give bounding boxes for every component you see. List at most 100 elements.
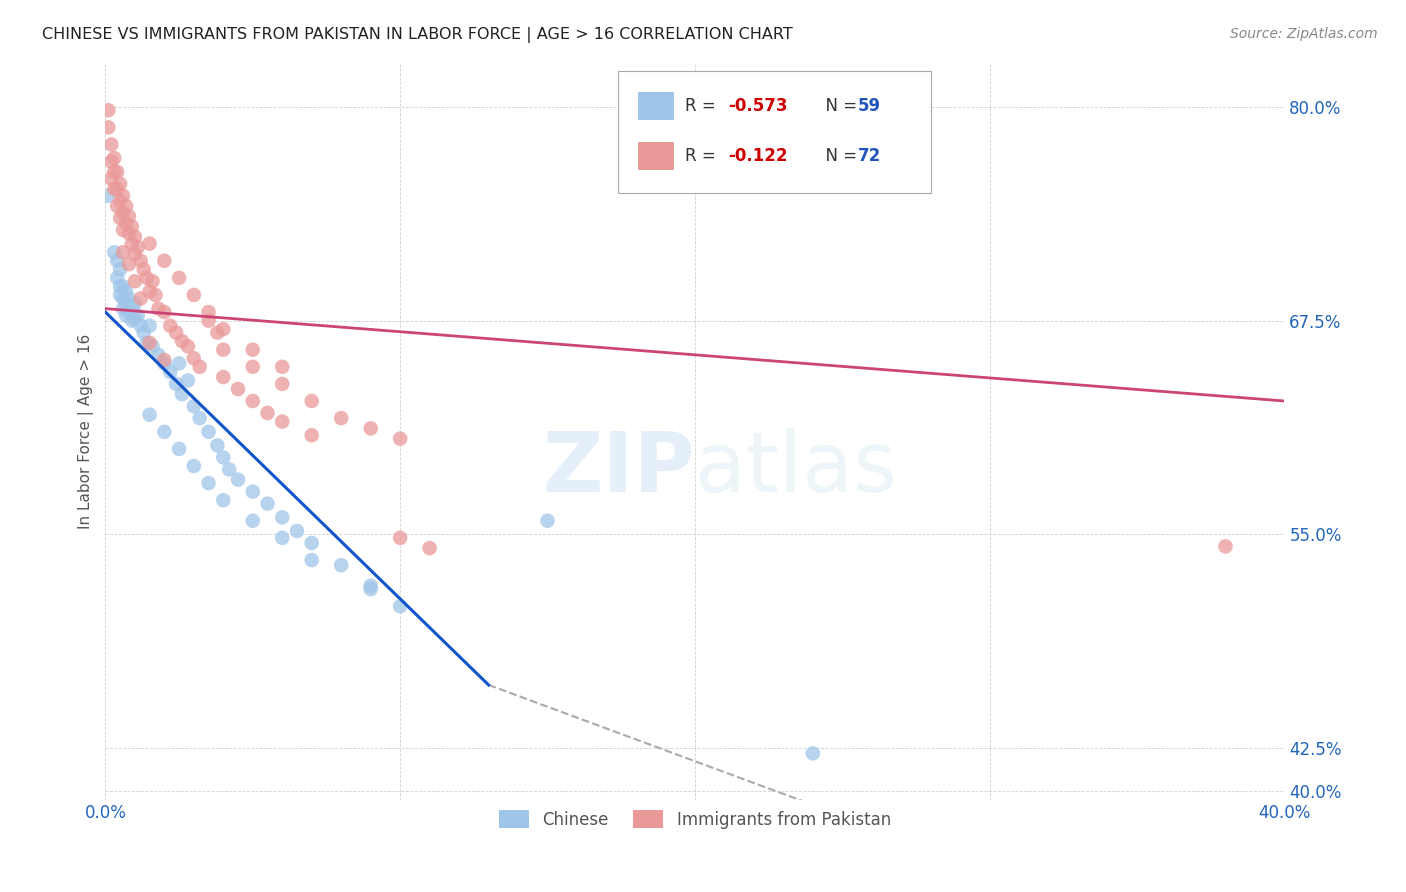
Point: [97, 103, 120, 118]
Point: [170, 387, 193, 401]
Point: [1215, 540, 1237, 554]
Point: [330, 558, 353, 573]
Point: [183, 351, 205, 366]
Point: [100, 137, 122, 152]
Point: [115, 296, 138, 310]
Point: [212, 343, 235, 357]
Point: [271, 531, 294, 545]
Point: [188, 411, 211, 425]
Point: [212, 322, 235, 336]
Legend: Chinese, Immigrants from Pakistan: Chinese, Immigrants from Pakistan: [492, 804, 897, 835]
Point: [271, 359, 294, 374]
Point: [207, 438, 229, 452]
Point: [112, 292, 135, 306]
Point: [124, 274, 146, 288]
Point: [132, 326, 155, 340]
Point: [124, 247, 146, 261]
Point: [183, 288, 205, 302]
Point: [112, 223, 135, 237]
Point: [129, 318, 152, 333]
Text: -0.122: -0.122: [728, 147, 787, 165]
Point: [188, 359, 211, 374]
Point: [108, 262, 131, 277]
Point: [330, 411, 353, 425]
Point: [141, 339, 163, 353]
Point: [127, 240, 149, 254]
Text: CHINESE VS IMMIGRANTS FROM PAKISTAN IN LABOR FORCE | AGE > 16 CORRELATION CHART: CHINESE VS IMMIGRANTS FROM PAKISTAN IN L…: [42, 27, 793, 43]
Point: [103, 182, 125, 196]
Text: N =: N =: [815, 147, 862, 165]
Point: [177, 339, 200, 353]
Point: [197, 425, 219, 439]
Point: [167, 270, 190, 285]
Point: [256, 406, 278, 420]
Text: 72: 72: [858, 147, 882, 165]
Point: [115, 285, 138, 299]
Point: [118, 305, 141, 319]
Point: [118, 209, 141, 223]
Point: [108, 194, 131, 208]
Point: [105, 270, 128, 285]
Point: [419, 541, 441, 555]
Point: [389, 432, 412, 446]
Point: [153, 253, 176, 268]
Point: [138, 318, 160, 333]
Point: [118, 257, 141, 271]
Point: [212, 493, 235, 508]
Point: [121, 301, 143, 316]
Point: [129, 292, 152, 306]
Point: [118, 227, 141, 241]
Point: [118, 292, 141, 306]
Point: [301, 553, 323, 567]
Point: [108, 279, 131, 293]
Point: [159, 365, 181, 379]
Point: [153, 425, 176, 439]
Point: [132, 262, 155, 277]
Text: R =: R =: [686, 97, 721, 115]
Point: [218, 462, 240, 476]
Point: [97, 120, 120, 135]
Point: [271, 510, 294, 524]
Point: [138, 335, 160, 350]
Point: [197, 476, 219, 491]
Point: [389, 599, 412, 614]
Text: N =: N =: [815, 97, 862, 115]
Point: [124, 296, 146, 310]
Point: [141, 274, 163, 288]
Point: [183, 458, 205, 473]
Text: ZIP: ZIP: [543, 428, 695, 509]
Point: [127, 309, 149, 323]
Point: [148, 301, 170, 316]
Point: [112, 206, 135, 220]
Point: [360, 582, 382, 596]
Text: R =: R =: [686, 147, 721, 165]
Point: [138, 408, 160, 422]
Point: [536, 514, 558, 528]
Point: [108, 211, 131, 225]
Point: [226, 473, 249, 487]
Point: [165, 326, 187, 340]
Y-axis label: In Labor Force | Age > 16: In Labor Force | Age > 16: [79, 334, 94, 530]
Point: [301, 394, 323, 409]
Bar: [638, 142, 673, 170]
FancyBboxPatch shape: [619, 71, 931, 193]
Point: [108, 177, 131, 191]
Text: Source: ZipAtlas.com: Source: ZipAtlas.com: [1230, 27, 1378, 41]
Point: [153, 305, 176, 319]
Point: [135, 270, 157, 285]
Point: [207, 326, 229, 340]
Point: [112, 245, 135, 260]
Point: [97, 188, 120, 202]
Point: [226, 382, 249, 396]
Point: [121, 219, 143, 234]
Point: [197, 313, 219, 327]
Point: [301, 536, 323, 550]
Text: atlas: atlas: [695, 428, 897, 509]
Point: [145, 288, 167, 302]
Point: [242, 394, 264, 409]
Point: [135, 335, 157, 350]
Point: [153, 353, 176, 368]
Point: [129, 253, 152, 268]
Text: 59: 59: [858, 97, 880, 115]
Point: [115, 199, 138, 213]
